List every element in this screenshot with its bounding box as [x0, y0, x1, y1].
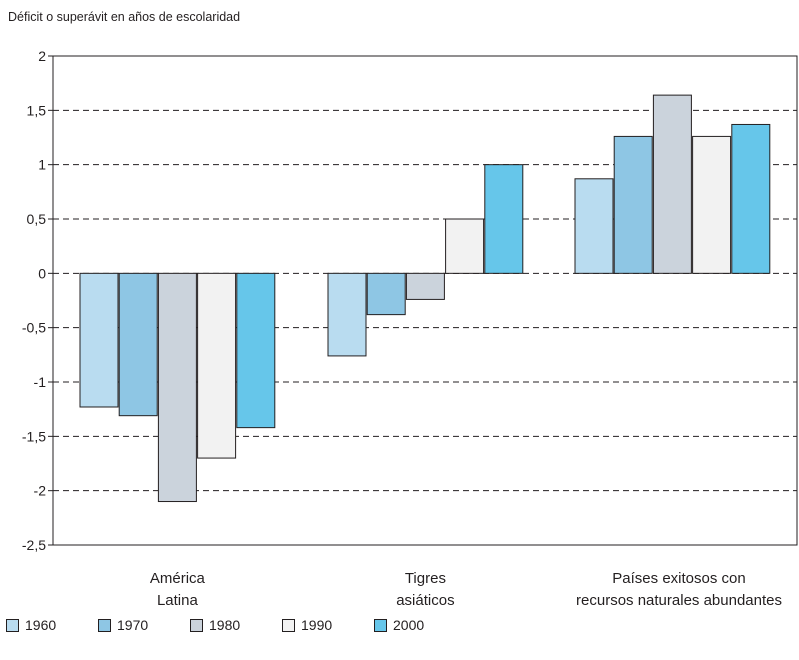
category-label: Tigres: [405, 570, 446, 587]
y-tick-label: -2,5: [22, 537, 46, 553]
legend-swatch: [282, 618, 295, 632]
legend-item-2000: 2000: [374, 617, 466, 633]
y-tick-label: -1: [34, 374, 47, 390]
legend-label: 1970: [117, 617, 149, 633]
y-tick-label: -0,5: [22, 320, 46, 336]
legend-label: 1980: [209, 617, 241, 633]
bar-1980: [157, 272, 197, 503]
category-label: América: [150, 570, 206, 587]
bar-1970: [366, 272, 406, 316]
legend: 1960 1970 1980 1990 2000: [6, 617, 466, 633]
legend-swatch: [190, 618, 203, 632]
legend-swatch: [374, 618, 387, 632]
y-tick-label: 0: [38, 265, 46, 281]
y-tick-label: 2: [38, 48, 46, 64]
y-tick-labels: 2 1,5 1 0,5 0 -0,5 -1 -1,5 -2 -2,5: [22, 48, 46, 553]
bar-2000: [236, 272, 276, 429]
category-labels: América Latina Tigres asiáticos Países exito…: [150, 570, 782, 609]
legend-item-1980: 1980: [190, 617, 282, 633]
legend-label: 1990: [301, 617, 333, 633]
bar-1990: [197, 272, 237, 459]
bar-1990: [445, 218, 485, 274]
bar-1960: [327, 272, 367, 357]
legend-label: 2000: [393, 617, 425, 633]
y-tick-label: 0,5: [27, 211, 47, 227]
bars: [79, 94, 771, 503]
chart-title: Déficit o superávit en años de escolarid…: [8, 10, 241, 24]
bar-1960: [574, 178, 614, 274]
category-label: Latina: [157, 592, 199, 609]
bar-1980: [405, 272, 445, 300]
bar-1960: [79, 272, 119, 408]
bar-2000: [731, 123, 771, 274]
y-tick-label: -1,5: [22, 428, 46, 444]
bar-1980: [652, 94, 692, 274]
legend-item-1970: 1970: [98, 617, 190, 633]
legend-label: 1960: [25, 617, 57, 633]
y-tick-label: 1,5: [27, 102, 47, 118]
bar-1990: [692, 135, 732, 274]
category-label: Países exitosos con: [612, 570, 745, 587]
y-tick-label: -2: [34, 483, 47, 499]
bar-2000: [484, 164, 524, 274]
plot-border: [52, 55, 798, 546]
y-tick-label: 1: [38, 157, 46, 173]
category-label: recursos naturales abundantes: [576, 592, 782, 609]
legend-swatch: [98, 618, 111, 632]
bar-1970: [118, 272, 158, 417]
axes: [48, 55, 798, 546]
category-label: asiáticos: [396, 592, 454, 609]
bar-1970: [613, 135, 653, 274]
legend-swatch: [6, 618, 19, 632]
legend-item-1990: 1990: [282, 617, 374, 633]
legend-item-1960: 1960: [6, 617, 98, 633]
